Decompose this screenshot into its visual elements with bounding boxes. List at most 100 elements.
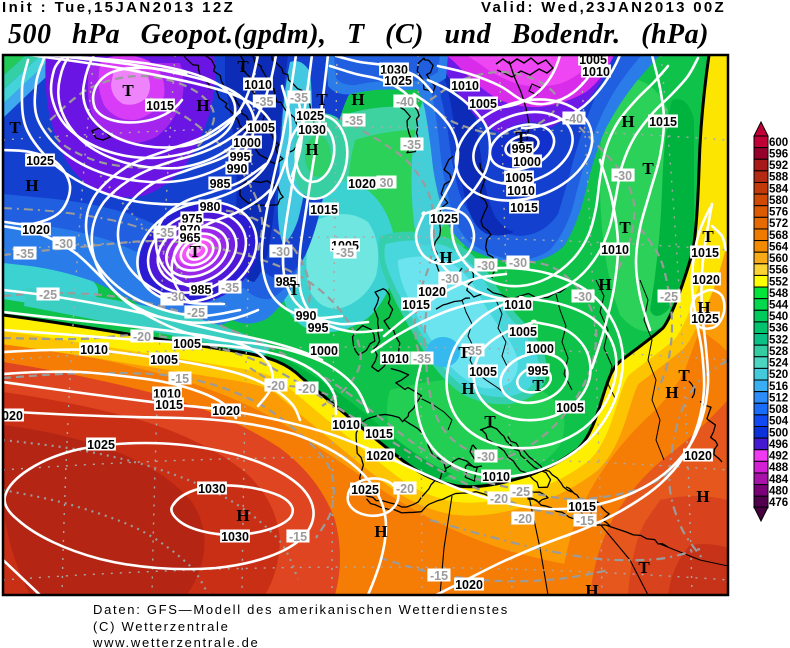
svg-text:995: 995 — [512, 142, 533, 156]
svg-text:560: 560 — [769, 253, 788, 265]
svg-text:1025: 1025 — [384, 74, 412, 88]
svg-text:990: 990 — [296, 309, 317, 323]
svg-text:1005: 1005 — [469, 97, 497, 111]
svg-text:-30: -30 — [574, 290, 592, 304]
svg-text:1010: 1010 — [244, 78, 272, 92]
svg-text:-20: -20 — [298, 382, 316, 396]
svg-text:-25: -25 — [660, 290, 678, 304]
svg-text:-40: -40 — [565, 112, 583, 126]
svg-text:1020: 1020 — [0, 409, 23, 423]
svg-text:-25: -25 — [187, 306, 205, 320]
svg-text:1025: 1025 — [26, 154, 54, 168]
svg-text:980: 980 — [200, 200, 221, 214]
svg-text:524: 524 — [769, 358, 789, 370]
svg-text:H: H — [461, 379, 474, 398]
svg-text:520: 520 — [769, 369, 788, 381]
svg-text:1030: 1030 — [298, 123, 326, 137]
svg-text:-35: -35 — [336, 246, 354, 260]
svg-text:-15: -15 — [576, 514, 594, 528]
svg-text:1025: 1025 — [296, 109, 324, 123]
svg-text:T: T — [678, 366, 690, 385]
svg-text:-35: -35 — [403, 138, 421, 152]
svg-text:995: 995 — [308, 321, 329, 335]
svg-text:H: H — [697, 298, 710, 317]
svg-text:1030: 1030 — [198, 482, 226, 496]
svg-text:-35: -35 — [221, 281, 239, 295]
svg-text:1020: 1020 — [366, 449, 394, 463]
svg-text:580: 580 — [769, 195, 788, 207]
svg-text:-15: -15 — [289, 530, 307, 544]
svg-text:-35: -35 — [255, 95, 273, 109]
svg-text:-15: -15 — [430, 569, 448, 583]
svg-text:H: H — [585, 581, 598, 600]
svg-text:600: 600 — [769, 137, 788, 149]
svg-text:1010: 1010 — [332, 418, 360, 432]
svg-text:1015: 1015 — [365, 427, 393, 441]
svg-text:500: 500 — [769, 427, 788, 439]
svg-text:484: 484 — [769, 474, 789, 486]
svg-text:1020: 1020 — [418, 285, 446, 299]
svg-text:H: H — [621, 112, 634, 131]
svg-text:T: T — [642, 159, 654, 178]
svg-text:-30: -30 — [55, 237, 73, 251]
svg-text:1015: 1015 — [568, 500, 596, 514]
svg-text:975: 975 — [182, 212, 203, 226]
svg-text:-20: -20 — [133, 330, 151, 344]
svg-text:-35: -35 — [413, 352, 431, 366]
svg-text:H: H — [236, 506, 249, 525]
svg-text:512: 512 — [769, 392, 788, 404]
svg-text:1025: 1025 — [351, 483, 379, 497]
svg-text:T: T — [189, 242, 201, 261]
svg-text:-20: -20 — [396, 482, 414, 496]
svg-text:965: 965 — [180, 231, 201, 245]
svg-text:1005: 1005 — [173, 337, 201, 351]
svg-text:T: T — [122, 81, 134, 100]
svg-text:1010: 1010 — [80, 343, 108, 357]
svg-text:T: T — [484, 412, 496, 431]
svg-text:1020: 1020 — [348, 177, 376, 191]
svg-text:T: T — [702, 227, 714, 246]
svg-text:536: 536 — [769, 323, 788, 335]
svg-text:1015: 1015 — [146, 99, 174, 113]
svg-text:1010: 1010 — [451, 79, 479, 93]
svg-text:T: T — [237, 57, 249, 76]
svg-text:T: T — [316, 90, 328, 109]
svg-text:1010: 1010 — [482, 470, 510, 484]
svg-text:H: H — [439, 248, 452, 267]
svg-text:1010: 1010 — [381, 352, 409, 366]
svg-text:544: 544 — [769, 299, 789, 311]
svg-text:576: 576 — [769, 207, 788, 219]
svg-text:H: H — [351, 90, 364, 109]
svg-text:-30: -30 — [614, 169, 632, 183]
svg-text:1010: 1010 — [601, 243, 629, 257]
svg-text:516: 516 — [769, 381, 788, 393]
svg-text:-30: -30 — [509, 256, 527, 270]
svg-text:T: T — [638, 558, 650, 577]
svg-text:-25: -25 — [39, 288, 57, 302]
svg-text:1015: 1015 — [310, 203, 338, 217]
svg-text:1015: 1015 — [649, 115, 677, 129]
svg-text:985: 985 — [210, 177, 231, 191]
svg-text:588: 588 — [769, 172, 789, 184]
svg-text:H: H — [598, 275, 611, 294]
svg-text:T: T — [619, 218, 631, 237]
svg-text:-35: -35 — [345, 114, 363, 128]
svg-text:-30: -30 — [167, 290, 185, 304]
svg-text:H: H — [305, 140, 318, 159]
svg-text:1025: 1025 — [430, 212, 458, 226]
svg-text:488: 488 — [769, 462, 789, 474]
svg-text:548: 548 — [769, 288, 789, 300]
svg-text:-30: -30 — [477, 259, 495, 273]
svg-text:1000: 1000 — [310, 344, 338, 358]
svg-text:1005: 1005 — [247, 121, 275, 135]
svg-text:508: 508 — [769, 404, 789, 416]
svg-text:1020: 1020 — [692, 273, 720, 287]
svg-text:H: H — [665, 383, 678, 402]
svg-text:-40: -40 — [396, 95, 414, 109]
svg-text:540: 540 — [769, 311, 788, 323]
svg-text:-30: -30 — [477, 450, 495, 464]
svg-text:1005: 1005 — [509, 325, 537, 339]
svg-text:1005: 1005 — [505, 171, 533, 185]
svg-text:H: H — [196, 96, 209, 115]
svg-text:1020: 1020 — [684, 449, 712, 463]
